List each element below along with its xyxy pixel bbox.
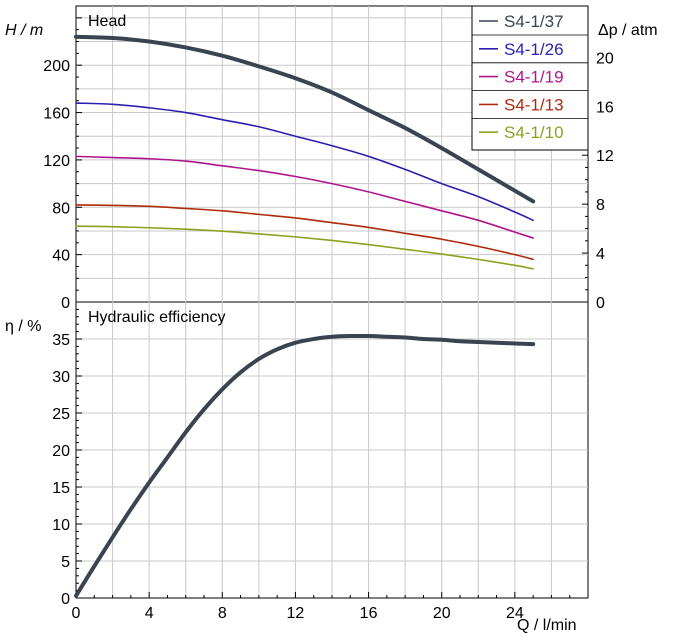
x-tick-label: 24 [506, 605, 524, 622]
head-tick-label: 160 [43, 106, 70, 123]
head-panel-title: Head [88, 13, 126, 30]
efficiency-tick-label: 20 [52, 443, 70, 460]
head-tick-label: 80 [52, 200, 70, 217]
series-line-3 [75, 204, 534, 261]
efficiency-tick-label: 15 [52, 480, 70, 497]
efficiency-tick-label: 10 [52, 517, 70, 534]
pressure-tick-label: 16 [596, 99, 614, 116]
efficiency-panel-title: Hydraulic efficiency [88, 309, 226, 326]
x-tick-label: 16 [360, 605, 378, 622]
efficiency-y-axis-label: η / % [5, 318, 41, 335]
efficiency-tick-label: 25 [52, 406, 70, 423]
head-tick-label: 120 [43, 153, 70, 170]
x-tick-label: 0 [72, 605, 81, 622]
legend-box [471, 5, 589, 151]
tick-labels: 0 4 8 12 16 20 2404080120160200048121620051015… [43, 50, 614, 622]
series-line-4 [75, 225, 534, 270]
series-line-1 [75, 102, 534, 222]
legend-label-4: S4-1/10 [504, 123, 564, 142]
series-line-2 [75, 155, 534, 239]
efficiency-y-axis-title: η / % [5, 318, 41, 335]
head-tick-label: 0 [61, 295, 70, 312]
legend-label-0: S4-1/37 [504, 12, 564, 31]
x-tick-label: 4 [145, 605, 154, 622]
pressure-tick-label: 4 [596, 246, 605, 263]
pressure-tick-label: 12 [596, 148, 614, 165]
x-tick-label: 8 [218, 605, 227, 622]
x-axis-label: Q / l/min [517, 617, 577, 634]
x-tick-label: 20 [433, 605, 451, 622]
x-tick-label: 12 [287, 605, 305, 622]
pressure-tick-label: 0 [596, 295, 605, 312]
efficiency-tick-label: 0 [61, 591, 70, 608]
legend-label-3: S4-1/13 [504, 95, 564, 114]
efficiency-tick-label: 5 [61, 554, 70, 571]
head-y-axis-label: H / m [5, 22, 43, 39]
head-tick-label: 200 [43, 58, 70, 75]
head-y-axis-title: H / m [5, 22, 43, 39]
pressure-tick-label: 8 [596, 197, 605, 214]
pressure-y-axis-label: Δp / atm [598, 22, 658, 39]
series-line-0 [74, 34, 536, 204]
head-tick-label: 40 [52, 248, 70, 265]
efficiency-series-line [74, 333, 536, 598]
legend: S4-1/37 S4-1/26 S4-1/19 S4-1/13 S4-1/10 [471, 5, 589, 151]
efficiency-tick-label: 35 [52, 332, 70, 349]
legend-items: S4-1/37 S4-1/26 S4-1/19 S4-1/13 S4-1/10 [472, 12, 588, 142]
pressure-tick-label: 20 [596, 50, 614, 67]
series [74, 34, 536, 598]
x-axis-title: Q / l/min [517, 617, 577, 634]
legend-label-2: S4-1/19 [504, 68, 564, 87]
legend-label-1: S4-1/26 [504, 40, 564, 59]
pressure-y-axis-title: Δp / atm [598, 22, 658, 39]
efficiency-tick-label: 30 [52, 369, 70, 386]
